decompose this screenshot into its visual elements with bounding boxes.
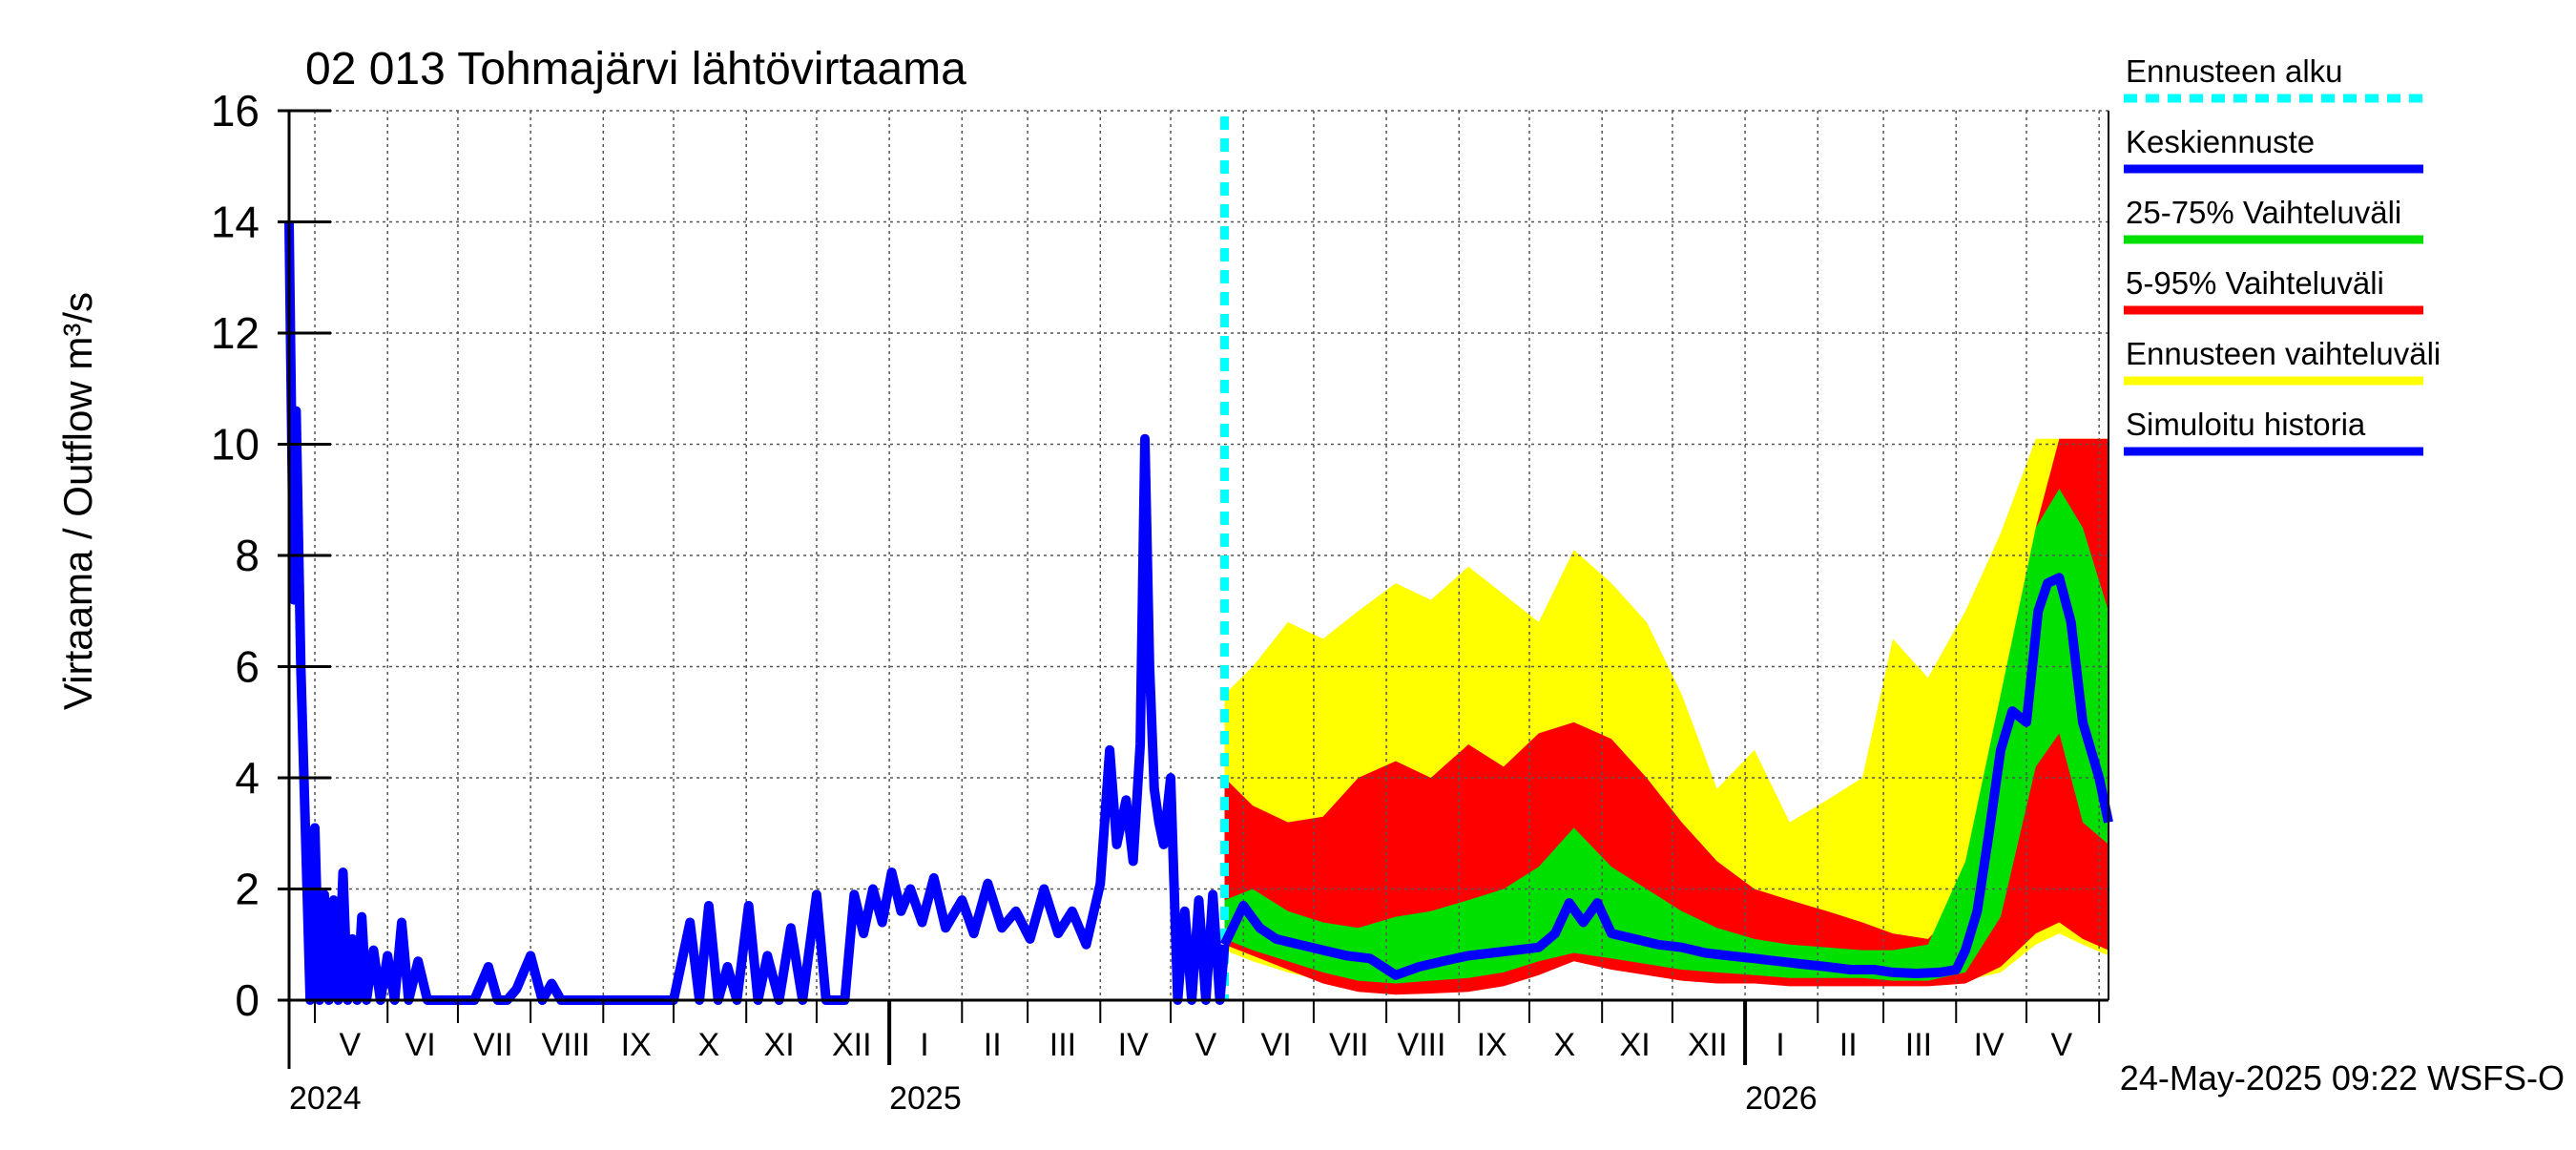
legend-label-ennusteen-alku: Ennusteen alku: [2126, 53, 2343, 89]
x-month-label: I: [1776, 1027, 1784, 1063]
legend-label-5-95-vaihteluv-li: 5-95% Vaihteluväli: [2126, 265, 2384, 301]
y-tick-label: 4: [235, 753, 260, 803]
x-month-label: VII: [473, 1027, 513, 1063]
x-month-label: IV: [1974, 1027, 2005, 1063]
forecast-bands: [1224, 438, 2109, 995]
x-month-label: III: [1905, 1027, 1932, 1063]
x-month-label: II: [1839, 1027, 1858, 1063]
band-25-75-vaihteluv-li: [1224, 489, 2109, 984]
x-month-label: V: [1195, 1027, 1217, 1063]
x-month-label: VI: [1261, 1027, 1292, 1063]
line-keskiennuste: [1219, 573, 2113, 980]
series-lines: [284, 116, 2113, 1005]
line-simuloitu-historia: [284, 221, 1230, 1005]
x-month-label: V: [2051, 1027, 2073, 1063]
x-year-label: 2025: [889, 1080, 962, 1117]
x-month-label: X: [1554, 1027, 1576, 1063]
grid-lines: [289, 110, 2109, 1001]
x-year-label: 2024: [289, 1080, 362, 1117]
chart-title: 02 013 Tohmajärvi lähtövirtaama: [305, 44, 966, 94]
x-month-label: X: [698, 1027, 720, 1063]
legend-label-25-75-vaihteluv-li: 25-75% Vaihteluväli: [2126, 195, 2401, 230]
y-tick-label: 0: [235, 975, 260, 1025]
y-tick-label: 6: [235, 642, 260, 692]
y-tick-label: 14: [211, 198, 260, 247]
x-month-label: XII: [832, 1027, 872, 1063]
y-axis-label: Virtaama / Outflow m³/s: [55, 292, 100, 710]
band-5-95-vaihteluv-li: [1224, 438, 2109, 995]
x-month-label: XI: [1620, 1027, 1651, 1063]
x-month-label: IV: [1118, 1027, 1149, 1063]
legend-label-ennusteen-vaihteluv-li: Ennusteen vaihteluväli: [2126, 336, 2441, 371]
x-month-label: VI: [405, 1027, 436, 1063]
y-tick-label: 12: [211, 308, 260, 358]
x-month-label: II: [984, 1027, 1002, 1063]
x-month-label: III: [1049, 1027, 1076, 1063]
x-month-label: VIII: [1397, 1027, 1445, 1063]
y-tick-label: 16: [211, 86, 260, 136]
y-tick-label: 8: [235, 531, 260, 580]
x-year-label: 2026: [1745, 1080, 1818, 1117]
x-month-label: XI: [764, 1027, 795, 1063]
x-month-label: IX: [621, 1027, 652, 1063]
x-month-label: V: [340, 1027, 362, 1063]
timestamp-footer: 24-May-2025 09:22 WSFS-O: [2120, 1058, 2565, 1098]
legend-label-simuloitu-historia: Simuloitu historia: [2126, 407, 2366, 442]
y-tick-label: 2: [235, 865, 260, 914]
x-month-label: XII: [1688, 1027, 1728, 1063]
x-month-label: I: [920, 1027, 928, 1063]
legend: Ennusteen alku Keskiennuste 25-75% Vaihtel…: [2124, 53, 2441, 456]
y-tick-label: 10: [211, 420, 260, 470]
x-month-label: IX: [1477, 1027, 1507, 1063]
x-month-label: VII: [1329, 1027, 1369, 1063]
x-month-label: VIII: [541, 1027, 590, 1063]
legend-label-keskiennuste: Keskiennuste: [2126, 124, 2315, 159]
